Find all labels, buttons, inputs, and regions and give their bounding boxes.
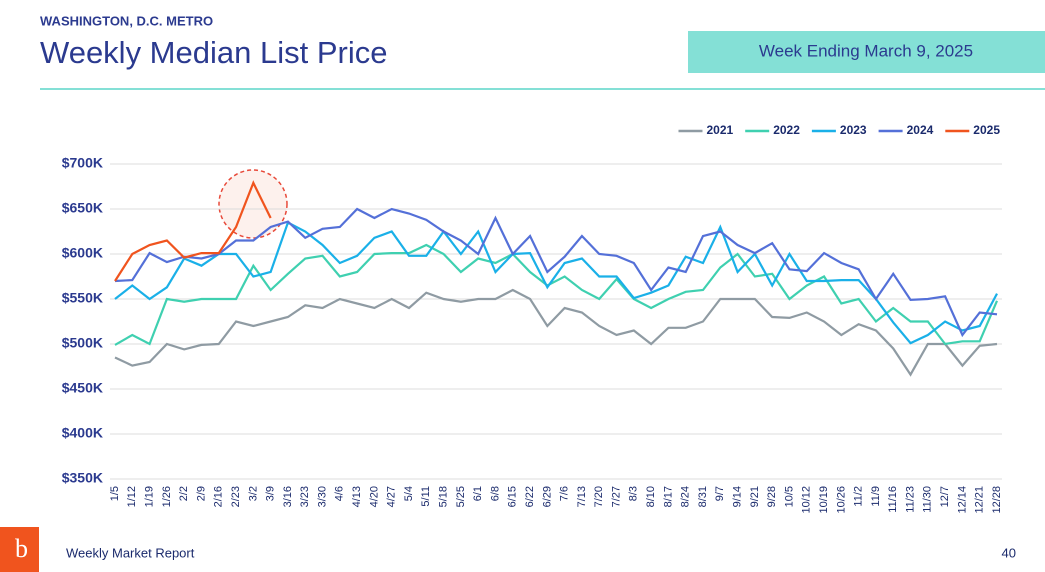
x-tick-label: 11/23 — [904, 486, 916, 513]
x-tick-label: 6/15 — [507, 486, 519, 507]
x-tick-label: 6/1 — [472, 486, 484, 501]
x-tick-label: 4/6 — [334, 486, 346, 501]
x-tick-label: 8/3 — [628, 486, 640, 501]
x-tick-label: 10/5 — [783, 486, 795, 507]
series-line — [114, 180, 272, 282]
y-tick-label: $500K — [62, 335, 103, 351]
y-tick-label: $600K — [62, 245, 103, 261]
legend-label: 2022 — [773, 123, 800, 137]
x-tick-label: 5/25 — [455, 486, 467, 507]
x-tick-label: 5/4 — [403, 486, 415, 501]
legend-label: 2021 — [706, 123, 733, 137]
x-tick-label: 7/13 — [576, 486, 588, 507]
x-tick-label: 4/13 — [351, 486, 363, 507]
x-tick-label: 8/17 — [662, 486, 674, 507]
highlight-circle — [218, 169, 288, 239]
x-tick-label: 2/16 — [213, 486, 225, 507]
x-tick-label: 11/9 — [870, 486, 882, 507]
x-tick-label: 4/20 — [368, 486, 380, 507]
x-tick-label: 1/5 — [109, 486, 121, 501]
title: Weekly Median List Price — [40, 35, 387, 70]
x-tick-label: 5/11 — [420, 486, 432, 507]
x-tick-label: 1/26 — [161, 486, 173, 507]
x-tick-label: 10/12 — [801, 486, 813, 514]
y-tick-label: $400K — [62, 425, 103, 441]
x-tick-label: 11/16 — [887, 486, 899, 513]
series-line — [114, 207, 998, 338]
x-tick-label: 3/23 — [299, 486, 311, 507]
x-tick-label: 8/10 — [645, 486, 657, 507]
y-tick-label: $700K — [62, 155, 103, 171]
series-line — [114, 243, 999, 346]
x-tick-label: 3/30 — [316, 486, 328, 507]
region: WASHINGTON, D.C. METRO — [40, 13, 213, 28]
x-tick-label: 11/2 — [853, 486, 865, 507]
x-tick-label: 12/21 — [974, 486, 986, 514]
x-tick-label: 12/28 — [991, 486, 1003, 514]
y-tick-label: $450K — [62, 380, 103, 396]
x-tick-label: 4/27 — [386, 486, 398, 507]
y-tick-label: $350K — [62, 470, 103, 486]
y-tick-label: $650K — [62, 200, 103, 216]
x-tick-label: 12/14 — [956, 486, 968, 514]
x-tick-label: 2/9 — [195, 486, 207, 501]
x-tick-label: 6/22 — [524, 486, 536, 507]
x-tick-label: 8/24 — [680, 486, 692, 507]
x-tick-label: 9/28 — [766, 486, 778, 507]
x-tick-label: 6/29 — [541, 486, 553, 507]
x-tick-label: 3/16 — [282, 486, 294, 507]
x-tick-label: 11/30 — [922, 486, 934, 513]
x-tick-label: 2/23 — [230, 486, 242, 507]
badge-bg — [688, 31, 1045, 73]
series-line — [114, 288, 998, 377]
x-tick-label: 3/2 — [247, 486, 259, 501]
x-tick-label: 8/31 — [697, 486, 709, 507]
page-number: 40 — [1002, 545, 1016, 560]
y-tick-label: $550K — [62, 290, 103, 306]
x-tick-label: 7/6 — [559, 486, 571, 501]
x-tick-label: 9/7 — [714, 486, 726, 501]
legend-label: 2023 — [840, 123, 867, 137]
x-tick-label: 7/20 — [593, 486, 605, 507]
legend-label: 2024 — [907, 123, 934, 137]
x-tick-label: 5/18 — [437, 486, 449, 507]
x-tick-label: 3/9 — [265, 486, 277, 501]
x-tick-label: 12/7 — [939, 486, 951, 507]
x-tick-label: 6/8 — [489, 486, 501, 501]
footer-text: Weekly Market Report — [66, 545, 195, 560]
x-tick-label: 2/2 — [178, 486, 190, 501]
x-tick-label: 1/19 — [143, 486, 155, 507]
logo-bg — [0, 527, 39, 572]
series-line — [114, 220, 998, 345]
logo: b — [15, 534, 28, 563]
x-tick-label: 9/21 — [749, 486, 761, 507]
legend-label: 2025 — [973, 123, 1000, 137]
x-tick-label: 10/19 — [818, 486, 830, 514]
badge: Week Ending March 9, 2025 — [759, 41, 973, 60]
x-tick-label: 10/26 — [835, 486, 847, 514]
x-tick-label: 9/14 — [731, 486, 743, 507]
x-tick-label: 1/12 — [126, 486, 138, 507]
x-tick-label: 7/27 — [610, 486, 622, 507]
